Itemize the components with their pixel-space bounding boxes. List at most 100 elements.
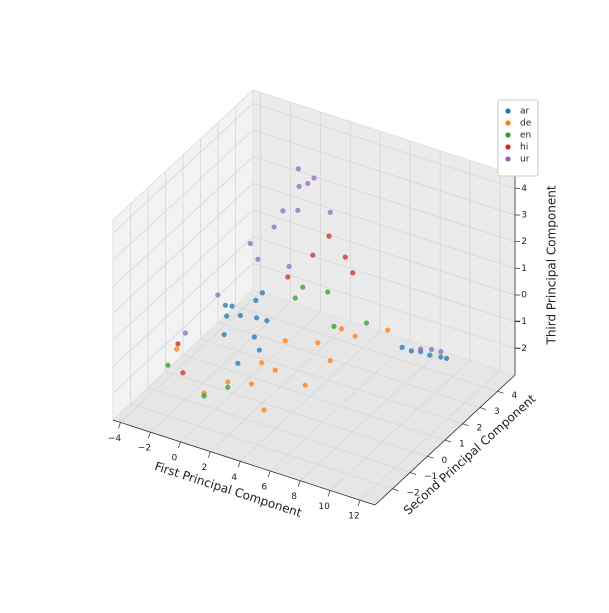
grid-line	[200, 338, 463, 425]
y-tick-label: 3	[494, 407, 500, 417]
point	[253, 315, 260, 321]
grid-line	[112, 129, 254, 261]
point	[258, 360, 265, 366]
point	[165, 362, 171, 368]
x-tick-label: 6	[261, 483, 267, 493]
legend-marker	[505, 132, 511, 138]
point	[285, 274, 291, 280]
axis-line	[374, 374, 516, 506]
x-tick-label: 10	[318, 502, 330, 512]
grid-line	[252, 156, 516, 243]
point	[235, 360, 241, 366]
point	[222, 302, 228, 308]
y-tick-label: −1	[424, 472, 437, 482]
y-tick	[409, 472, 417, 475]
point	[305, 180, 311, 187]
grid-line	[112, 236, 254, 367]
point	[438, 349, 444, 355]
point	[225, 379, 231, 385]
y-tick	[444, 439, 452, 443]
grid-line	[130, 403, 393, 490]
z-tick-label: 1	[521, 264, 527, 274]
point	[174, 346, 180, 352]
grid	[112, 92, 516, 501]
grid-line	[112, 156, 254, 287]
grid-line	[112, 183, 254, 314]
point	[237, 312, 243, 319]
z-axis-label: Third Principal Component	[545, 185, 559, 345]
point	[427, 352, 433, 358]
legend-marker	[505, 144, 511, 150]
point	[255, 256, 261, 262]
point	[256, 347, 262, 353]
legend-marker	[505, 108, 511, 114]
point	[363, 320, 370, 326]
point	[229, 303, 235, 309]
point	[292, 295, 298, 301]
legend-label: ar	[520, 107, 530, 117]
point	[251, 334, 257, 340]
y-tick-label: 1	[459, 440, 465, 450]
x-tick-label: 4	[231, 473, 237, 483]
point	[296, 183, 302, 190]
point	[248, 381, 255, 387]
grid-line	[235, 305, 498, 392]
point	[295, 166, 301, 172]
point	[302, 382, 308, 388]
grid-line	[165, 370, 428, 457]
legend-marker	[505, 120, 511, 126]
point	[443, 355, 450, 361]
point	[350, 270, 356, 276]
grid-line	[252, 236, 516, 323]
legend-box	[497, 99, 539, 177]
x-tick-label: 12	[348, 512, 359, 522]
z-tick-label: 4	[521, 184, 527, 194]
grid-line	[252, 262, 516, 349]
point	[264, 318, 270, 324]
point	[261, 407, 267, 413]
grid-line	[252, 209, 516, 296]
z-tick-label: 2	[521, 237, 527, 247]
point	[399, 344, 405, 350]
point	[253, 297, 259, 303]
point	[428, 346, 435, 353]
point	[271, 224, 277, 230]
x-tick	[267, 470, 271, 478]
x-tick	[237, 461, 241, 468]
point	[325, 289, 331, 295]
x-tick-label: 0	[172, 453, 178, 463]
point	[280, 208, 286, 214]
grid-line	[252, 182, 516, 269]
point	[272, 367, 278, 373]
point	[352, 333, 358, 339]
legend-label: de	[520, 119, 532, 129]
z-tick-label: −1	[514, 317, 527, 327]
z-tick-label: −2	[514, 344, 527, 354]
point	[438, 354, 444, 360]
x-tick	[177, 441, 181, 448]
point	[310, 252, 316, 258]
legend-label: hi	[520, 143, 528, 153]
point	[300, 284, 306, 290]
y-tick	[392, 488, 399, 492]
point	[215, 292, 221, 298]
point	[311, 175, 317, 181]
legend-marker	[505, 156, 511, 162]
point	[326, 233, 332, 239]
point	[342, 254, 348, 260]
grid-line	[112, 263, 254, 394]
point	[221, 331, 227, 338]
x-tick-label: 2	[201, 463, 207, 473]
x-tick	[118, 422, 121, 429]
point	[418, 346, 424, 352]
axis-line	[112, 419, 376, 506]
point	[338, 326, 345, 332]
x-tick	[357, 500, 361, 507]
point	[282, 338, 288, 344]
grid-line	[217, 322, 481, 408]
y-tick	[462, 423, 469, 427]
point	[182, 330, 189, 336]
legend: ar de en hi ur	[497, 99, 539, 177]
legend-label: ur	[520, 155, 530, 165]
y-tick-label: 4	[512, 391, 518, 401]
